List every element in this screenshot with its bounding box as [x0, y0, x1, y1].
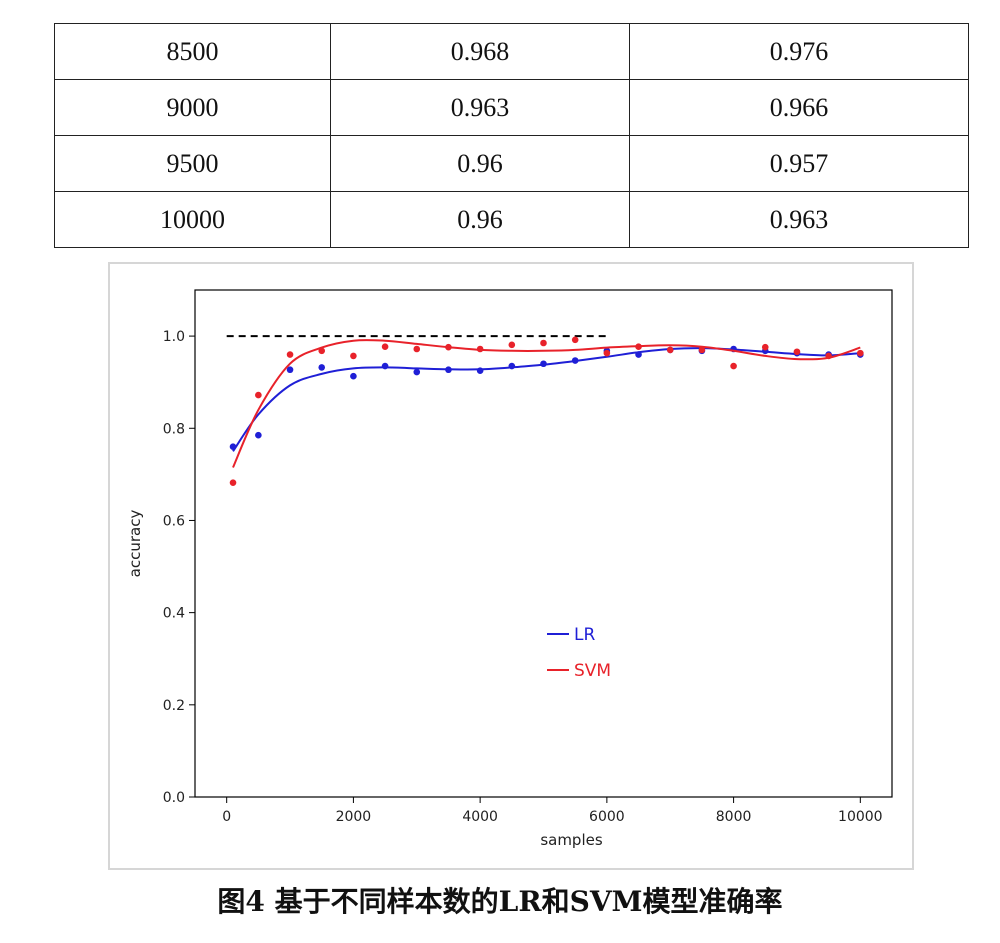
table-cell: 10000: [54, 191, 331, 248]
data-point-svm: [350, 352, 357, 360]
data-point-svm: [286, 351, 294, 358]
data-point-svm: [381, 343, 389, 350]
data-point-svm: [255, 391, 262, 399]
data-point-lr: [381, 362, 389, 370]
table-cell: 0.957: [629, 135, 969, 192]
table-row: 9000 0.963 0.966: [54, 79, 969, 136]
data-point-svm: [698, 346, 706, 354]
data-point-svm: [603, 349, 611, 357]
x-tick-label: 4000: [462, 809, 498, 825]
data-point-lr: [229, 443, 237, 451]
table-cell: 0.963: [330, 79, 630, 136]
x-tick-label: 0: [222, 809, 231, 825]
data-point-svm: [825, 352, 832, 360]
figure-caption: 图4 基于不同样本数的LR和SVM模型准确率: [217, 885, 783, 918]
series-line-svm: [232, 339, 861, 468]
legend-label-lr: LR: [574, 625, 595, 645]
data-point-lr: [508, 362, 516, 370]
table-cell: 9000: [54, 79, 331, 136]
table-row: 9500 0.96 0.957: [54, 135, 969, 192]
data-point-lr: [540, 360, 547, 368]
table-cell: 0.976: [629, 23, 969, 80]
table-row: 8500 0.968 0.976: [54, 23, 969, 80]
accuracy-chart: 0 2000 4000 6000 8000 10000 0.0 0.2 0.4 0.6 0.8 1.0…: [126, 289, 893, 849]
data-point-svm: [793, 348, 801, 356]
y-tick-label: 0.2: [163, 698, 185, 714]
data-point-svm: [666, 346, 674, 354]
data-point-svm: [635, 343, 642, 350]
data-point-lr: [318, 364, 326, 371]
data-point-lr: [350, 372, 357, 380]
table-cell: 0.963: [629, 191, 969, 248]
x-tick-label: 2000: [336, 809, 372, 825]
figure-frame: 0 2000 4000 6000 8000 10000 0.0 0.2 0.4 0.6 0.8 1.0…: [108, 262, 914, 870]
legend-label-svm: SVM: [574, 661, 611, 681]
table-body: 8500 0.968 0.976 9000 0.963 0.966 9500 0.96 0.95…: [54, 23, 969, 248]
table-cell: 0.96: [330, 191, 630, 248]
data-point-svm: [730, 362, 737, 370]
table-cell: 8500: [54, 23, 331, 80]
table-row: 10000 0.96 0.963: [54, 191, 969, 248]
y-axis-label: accuracy: [126, 510, 144, 578]
table-cell: 0.96: [330, 135, 630, 192]
data-point-lr: [413, 368, 421, 376]
data-point-svm: [445, 343, 452, 351]
data-point-svm: [540, 339, 547, 347]
data-table: 8500 0.968 0.976 9000 0.963 0.966 9500 0.96 0.95…: [54, 23, 969, 248]
y-tick-label: 0.6: [163, 513, 185, 529]
y-tick-label: 0.8: [163, 421, 185, 437]
data-point-svm: [571, 336, 579, 344]
table-cell: 9500: [54, 135, 331, 192]
data-point-svm: [508, 341, 516, 349]
data-point-lr: [286, 366, 294, 374]
data-point-lr: [476, 367, 484, 374]
y-tick-label: 0.4: [163, 606, 185, 622]
data-point-lr: [445, 366, 452, 374]
x-tick-label: 8000: [716, 809, 752, 825]
data-point-svm: [761, 343, 769, 351]
y-tick-label: 0.0: [163, 790, 185, 806]
y-tick-label: 1.0: [163, 329, 185, 345]
x-axis-label: samples: [540, 831, 603, 849]
data-point-svm: [413, 345, 421, 353]
data-point-lr: [635, 351, 642, 358]
x-tick-label: 10000: [838, 809, 883, 825]
x-tick-label: 6000: [589, 809, 625, 825]
data-point-svm: [318, 347, 326, 355]
table-cell: 0.968: [330, 23, 630, 80]
table-cell: 0.966: [629, 79, 969, 136]
data-point-svm: [857, 349, 864, 357]
data-point-lr: [571, 357, 579, 364]
data-point-lr: [255, 431, 262, 439]
data-point-svm: [476, 345, 484, 353]
plot-area: [194, 289, 893, 798]
data-point-svm: [229, 479, 237, 486]
